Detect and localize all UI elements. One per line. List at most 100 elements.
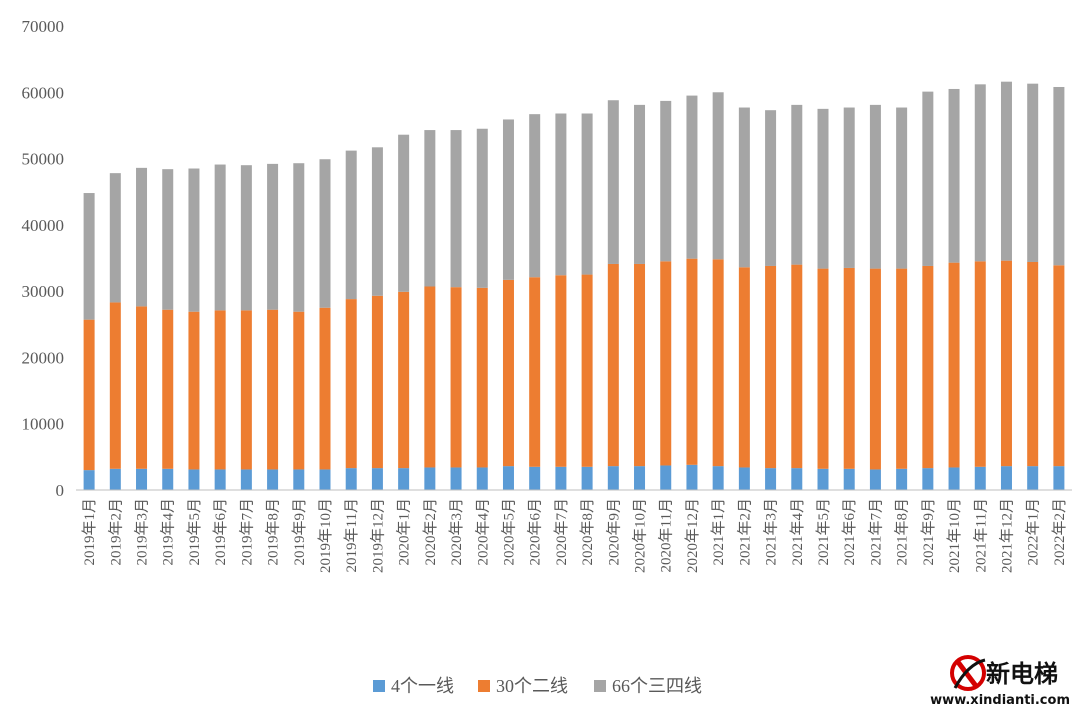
bar-segment-series-0	[214, 469, 226, 490]
bar-segment-series-1	[686, 258, 698, 465]
bar-segment-series-1	[1000, 260, 1012, 467]
y-tick-label: 40000	[22, 216, 65, 235]
bar-segment-series-2	[738, 107, 750, 268]
bar-segment-series-1	[922, 265, 934, 469]
x-tick-label: 2019年1月	[81, 498, 98, 566]
x-tick-label: 2020年5月	[500, 498, 517, 566]
x-tick-label: 2020年12月	[684, 498, 701, 573]
y-tick-label: 0	[56, 481, 65, 500]
bar-segment-series-2	[869, 104, 881, 269]
bar-segment-series-1	[450, 287, 462, 468]
bar-segment-series-2	[319, 159, 331, 308]
legend-swatch	[594, 680, 606, 692]
bar-segment-series-1	[345, 299, 357, 469]
bar-segment-series-2	[136, 167, 148, 307]
x-tick-label: 2020年11月	[658, 498, 675, 572]
y-axis: 0 10000 20000 30000 40000 50000 60000 70000	[22, 17, 65, 500]
bar-segment-series-2	[293, 163, 305, 312]
bar-segment-series-1	[712, 259, 724, 467]
y-tick-label: 20000	[22, 348, 65, 367]
bar-segment-series-1	[267, 309, 279, 470]
bar-segment-series-2	[267, 163, 279, 310]
bar-segment-series-0	[188, 469, 200, 490]
bar-segment-series-1	[136, 306, 148, 469]
bar-segment-series-2	[634, 104, 646, 264]
y-tick-label: 30000	[22, 282, 65, 301]
legend-swatch	[478, 680, 490, 692]
bar-segment-series-0	[791, 468, 803, 490]
legend-swatch	[373, 680, 385, 692]
bar-segment-series-1	[765, 265, 777, 469]
bar-segment-series-1	[581, 274, 593, 467]
bar-segment-series-0	[136, 468, 148, 490]
bar-segment-series-0	[607, 466, 619, 490]
bar-segment-series-2	[240, 165, 252, 311]
bar-segment-series-1	[660, 261, 672, 466]
y-tick-label: 60000	[22, 83, 65, 102]
x-tick-label: 2021年9月	[920, 498, 937, 566]
bar-segment-series-0	[450, 467, 462, 490]
bar-segment-series-2	[345, 150, 357, 300]
bar-segment-series-1	[502, 279, 514, 467]
bar-segment-series-2	[974, 84, 986, 262]
bar-segment-series-0	[869, 469, 881, 490]
bar-segment-series-1	[738, 267, 750, 468]
x-tick-label: 2022年1月	[1025, 498, 1042, 566]
bar-segment-series-0	[974, 466, 986, 490]
bar-segment-series-2	[922, 91, 934, 266]
legend: 4个一线 30个二线 66个三四线	[373, 676, 702, 696]
x-tick-label: 2022年2月	[1051, 498, 1068, 566]
x-tick-label: 2021年7月	[867, 498, 884, 566]
bar-segment-series-2	[83, 193, 95, 320]
bar-segment-series-0	[319, 469, 331, 490]
x-tick-label: 2021年2月	[736, 498, 753, 566]
watermark-url: www.xindianti.com	[930, 693, 1070, 708]
bar-segment-series-1	[791, 264, 803, 469]
bar-segment-series-2	[162, 169, 174, 310]
bar-segment-series-0	[843, 468, 855, 490]
bar-segment-series-1	[188, 311, 200, 470]
bar-segment-series-1	[817, 268, 829, 469]
bar-segment-series-2	[1053, 86, 1065, 266]
bar-segment-series-1	[214, 310, 226, 470]
bar-segment-series-2	[450, 130, 462, 288]
x-tick-label: 2019年12月	[369, 498, 386, 573]
x-tick-label: 2020年9月	[605, 498, 622, 566]
bar-segment-series-1	[1053, 265, 1065, 467]
bar-segment-series-2	[712, 92, 724, 260]
bar-segment-series-0	[555, 466, 567, 490]
bar-segment-series-0	[371, 468, 383, 490]
bar-segment-series-2	[607, 100, 619, 264]
bar-segment-series-2	[424, 130, 436, 287]
bar-segment-series-2	[791, 104, 803, 265]
y-tick-label: 70000	[22, 17, 65, 36]
x-tick-label: 2020年3月	[448, 498, 465, 566]
bar-segment-series-1	[162, 309, 174, 469]
bar-segment-series-2	[214, 164, 226, 311]
x-tick-label: 2020年1月	[396, 498, 413, 566]
x-tick-label: 2019年5月	[186, 498, 203, 566]
watermark-logo-icon	[950, 655, 986, 691]
bar-segment-series-0	[817, 468, 829, 490]
y-tick-label: 10000	[22, 415, 65, 434]
x-tick-label: 2019年4月	[160, 498, 177, 566]
legend-label: 30个二线	[496, 676, 568, 696]
bar-segment-series-0	[293, 469, 305, 490]
bar-segment-series-2	[765, 110, 777, 266]
bar-segment-series-0	[502, 466, 514, 490]
x-tick-label: 2020年10月	[632, 498, 649, 573]
bar-segment-series-1	[109, 302, 121, 469]
watermark-name: 新电梯	[986, 660, 1058, 688]
bar-segment-series-2	[109, 173, 121, 303]
bar-segment-series-2	[660, 100, 672, 262]
x-tick-label: 2019年7月	[238, 498, 255, 566]
bar-segment-series-0	[476, 467, 488, 490]
x-tick-label: 2021年4月	[789, 498, 806, 566]
legend-label: 4个一线	[391, 676, 454, 696]
bar-segment-series-0	[686, 464, 698, 490]
x-tick-label: 2019年3月	[134, 498, 151, 566]
x-tick-label: 2020年2月	[422, 498, 439, 566]
bar-segment-series-2	[686, 95, 698, 259]
bar-segment-series-2	[896, 107, 908, 269]
